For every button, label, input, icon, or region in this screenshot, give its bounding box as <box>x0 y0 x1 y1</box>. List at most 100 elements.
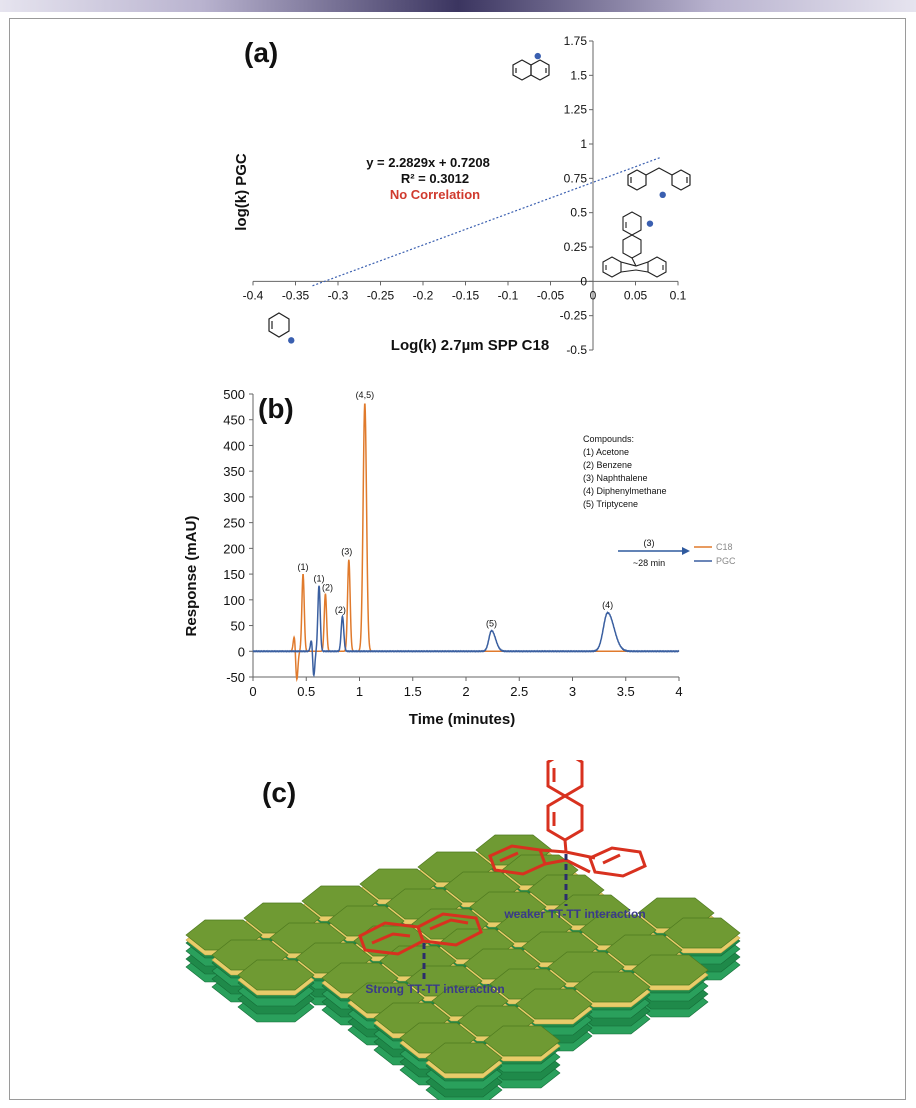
panel-b-y-axis-title: Response (mAU) <box>183 516 200 637</box>
compounds-title: Compounds: <box>583 434 634 444</box>
panel-b-x-tick-label: 0.5 <box>297 684 315 699</box>
panel-b-y-tick-label: 500 <box>223 387 245 402</box>
panel-a-scatter-chart: (a) -0.4 -0.35 -0.3 -0.25 -0.2 -0.15 -0.1 -0.05… <box>233 34 691 357</box>
panel-a-x-tick-label: 0.05 <box>624 288 648 302</box>
hex-tile <box>237 959 315 991</box>
peak-label: (2) <box>322 583 333 593</box>
panel-a-x-tick-label: -0.2 <box>413 288 434 302</box>
panel-a-label: (a) <box>244 37 278 68</box>
panel-a-y-tick-label: 1.5 <box>570 68 587 82</box>
hexagon-surface <box>185 834 741 1079</box>
arrow-head-icon <box>682 547 690 555</box>
panel-b-label: (b) <box>258 393 294 424</box>
panel-a-x-tick-label: -0.25 <box>367 288 395 302</box>
panel-a-x-tick-label: -0.15 <box>452 288 480 302</box>
panel-a-y-tick-label: 0.75 <box>564 171 588 185</box>
panel-b-x-tick-label: 0 <box>249 684 256 699</box>
top-gradient-bar <box>0 0 916 12</box>
data-point-diphenylmethane <box>659 191 666 199</box>
panel-b-x-tick-label: 2 <box>462 684 469 699</box>
triptycene-molecule-icon <box>488 760 647 878</box>
panel-a-y-tick-label: -0.25 <box>560 309 588 323</box>
panel-b-y-tick-label: 250 <box>223 516 245 531</box>
compound-item: (5) Triptycene <box>583 499 638 509</box>
peak-label: (1) <box>298 562 309 572</box>
data-point-naphthalene <box>534 52 541 60</box>
panel-b-chromatogram-chart: (b) 0 0.5 1 1.5 2 2.5 3 3.5 45004504003503002502… <box>183 387 736 728</box>
no-correlation-note: No Correlation <box>390 187 480 202</box>
trendline <box>312 156 662 287</box>
legend-c18-label: C18 <box>716 542 733 552</box>
compound-item: (3) Naphthalene <box>583 473 648 483</box>
panel-a-y-axis-title: log(k) PGC <box>233 153 250 231</box>
panel-a-x-tick-label: -0.1 <box>498 288 519 302</box>
panel-b-x-tick-label: 4 <box>675 684 682 699</box>
panel-a-y-tick-label: 1 <box>580 137 587 151</box>
peak-label: (5) <box>486 619 497 629</box>
naphthalene-structure-icon <box>512 59 550 81</box>
compound-item: (1) Acetone <box>583 447 629 457</box>
panel-b-y-tick-label: 400 <box>223 438 245 453</box>
panel-b-x-axis-title: Time (minutes) <box>409 711 515 728</box>
hex-tile <box>663 917 741 949</box>
panel-c-label: (c) <box>262 777 296 808</box>
panel-a-y-tick-label: 1.75 <box>564 34 588 48</box>
panel-a-y-tick-label: 0 <box>580 274 587 288</box>
legend-pgc-label: PGC <box>716 556 736 566</box>
panel-b-y-tick-label: 0 <box>238 644 245 659</box>
panel-a-x-tick-label: -0.4 <box>243 288 264 302</box>
trendline-equation: y = 2.2829x + 0.7208 <box>366 155 490 170</box>
hex-tile <box>425 1042 503 1074</box>
panel-b-y-tick-label: 100 <box>223 593 245 608</box>
hex-tile <box>631 954 709 986</box>
panel-b-x-tick-label: 3.5 <box>617 684 635 699</box>
panel-a-x-axis-title: Log(k) 2.7µm SPP C18 <box>391 337 549 354</box>
triptycene-structure-icon <box>602 211 667 278</box>
panel-a-x-tick-label: -0.05 <box>537 288 565 302</box>
panel-c-graphene-illustration: (c) Strong TT-TT interaction weaker TT-T… <box>185 760 741 1100</box>
peak-label: (2) <box>335 605 346 615</box>
compound-item: (4) Diphenylmethane <box>583 486 667 496</box>
panel-a-x-tick-label: -0.35 <box>282 288 310 302</box>
panel-a-x-tick-label: 0 <box>590 288 597 302</box>
peak-label: (4,5) <box>356 390 375 400</box>
hex-tile <box>483 1025 561 1057</box>
panel-b-x-tick-label: 2.5 <box>510 684 528 699</box>
panel-a-y-tick-label: 0.5 <box>570 206 587 220</box>
trendline-r-squared: R² = 0.3012 <box>401 171 469 186</box>
series-pgc-line <box>252 585 680 678</box>
panel-b-y-tick-label: 450 <box>223 413 245 428</box>
panel-b-x-tick-label: 1.5 <box>404 684 422 699</box>
compounds-legend: Compounds: (1) Acetone (2) Benzene (3) N… <box>583 434 667 509</box>
panel-b-y-tick-label: 50 <box>231 619 245 634</box>
compound-item: (2) Benzene <box>583 460 632 470</box>
panel-b-y-tick-label: 200 <box>223 541 245 556</box>
panel-a-y-tick-label: 1.25 <box>564 103 588 117</box>
retention-arrow-note: (3) ~28 min <box>618 538 690 568</box>
hex-tile <box>573 971 651 1003</box>
data-point-benzene <box>288 337 295 344</box>
panel-b-y-tick-label: -50 <box>226 670 245 685</box>
panel-a-x-tick-label: -0.3 <box>328 288 349 302</box>
arrow-note-label: (3) <box>644 538 655 548</box>
weak-interaction-label: weaker TT-TT interaction <box>503 907 645 921</box>
panel-b-y-tick-label: 300 <box>223 490 245 505</box>
hex-tile <box>515 988 593 1020</box>
benzene-structure-icon <box>268 312 290 338</box>
peak-label: (1) <box>314 573 325 583</box>
diphenylmethane-structure-icon <box>627 167 691 191</box>
naphthalene-molecule-icon <box>358 912 483 956</box>
panel-b-x-tick-label: 3 <box>569 684 576 699</box>
panel-b-y-tick-label: 150 <box>223 567 245 582</box>
panel-b-y-tick-label: 350 <box>223 464 245 479</box>
strong-interaction-label: Strong TT-TT interaction <box>365 982 504 996</box>
arrow-note-sublabel: ~28 min <box>633 558 665 568</box>
molecule-structures <box>268 59 691 338</box>
panel-b-x-tick-label: 1 <box>356 684 363 699</box>
chromatogram-legend: C18 PGC <box>694 542 736 566</box>
panel-a-x-tick-label: 0.1 <box>670 288 687 302</box>
peak-label: (4) <box>602 600 613 610</box>
peak-label: (3) <box>341 547 352 557</box>
panel-a-y-tick-label: 0.25 <box>564 240 588 254</box>
data-point-triptycene <box>646 220 654 227</box>
